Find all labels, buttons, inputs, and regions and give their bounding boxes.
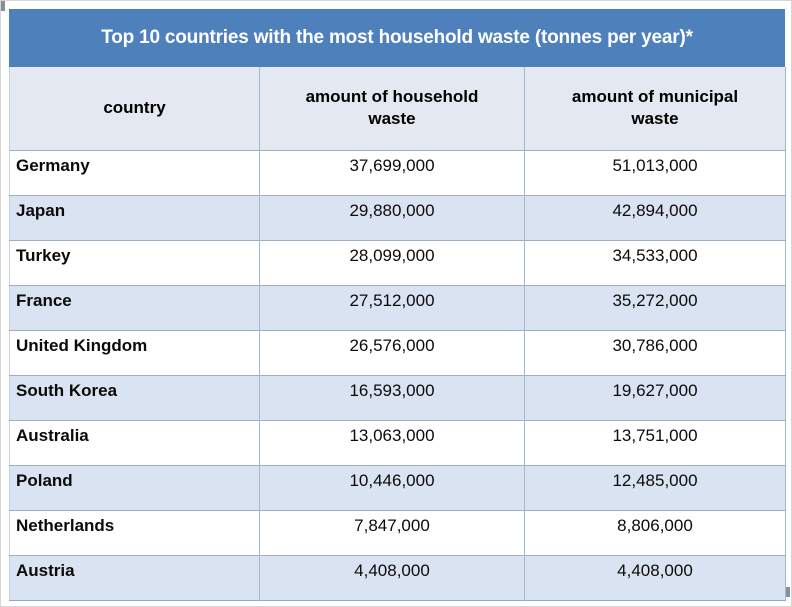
waste-data-table: country amount of household waste amount… (9, 67, 786, 601)
household-waste-cell: 16,593,000 (259, 375, 525, 420)
country-cell: Austria (9, 555, 260, 600)
header-row: country amount of household waste amount… (9, 67, 786, 150)
country-cell: France (9, 285, 260, 330)
bottom-right-edge-artifact (786, 587, 790, 597)
table-title-bar: Top 10 countries with the most household… (9, 9, 785, 67)
country-cell: South Korea (9, 375, 260, 420)
country-cell: Poland (9, 465, 260, 510)
country-cell: Australia (9, 420, 260, 465)
household-waste-cell: 26,576,000 (259, 330, 525, 375)
table-row: Poland 10,446,000 12,485,000 (9, 465, 786, 510)
table-row: Turkey 28,099,000 34,533,000 (9, 240, 786, 285)
table-row: Austria 4,408,000 4,408,000 (9, 555, 786, 600)
household-waste-cell: 28,099,000 (259, 240, 525, 285)
municipal-waste-cell: 4,408,000 (617, 560, 693, 580)
table-row: Germany 37,699,000 51,013,000 (9, 150, 786, 195)
municipal-waste-cell: 51,013,000 (612, 155, 698, 175)
country-cell: Germany (9, 150, 260, 195)
country-cell: United Kingdom (9, 330, 260, 375)
municipal-waste-cell: 42,894,000 (612, 200, 698, 220)
household-waste-cell: 13,063,000 (259, 420, 525, 465)
table-body: Germany 37,699,000 51,013,000 Japan 29,880,0… (9, 150, 786, 600)
municipal-waste-cell: 34,533,000 (612, 245, 698, 265)
household-waste-cell: 7,847,000 (259, 510, 525, 555)
table-row: France 27,512,000 35,272,000 (9, 285, 786, 330)
municipal-waste-cell: 19,627,000 (612, 380, 698, 400)
household-waste-cell: 27,512,000 (259, 285, 525, 330)
household-waste-cell: 37,699,000 (259, 150, 525, 195)
municipal-waste-cell: 13,751,000 (612, 425, 698, 445)
household-waste-cell: 10,446,000 (259, 465, 525, 510)
municipal-waste-cell: 35,272,000 (612, 290, 698, 310)
table-row: South Korea 16,593,000 19,627,000 (9, 375, 786, 420)
table-row: Netherlands 7,847,000 8,806,000 (9, 510, 786, 555)
table-title: Top 10 countries with the most household… (101, 27, 693, 48)
household-waste-cell: 29,880,000 (259, 195, 525, 240)
column-header-household-waste: amount of household waste (259, 67, 525, 150)
column-header-municipal-waste: amount of municipal waste (571, 87, 739, 129)
table-row: Australia 13,063,000 13,751,000 (9, 420, 786, 465)
country-cell: Netherlands (9, 510, 260, 555)
table-row: Japan 29,880,000 42,894,000 (9, 195, 786, 240)
household-waste-cell: 4,408,000 (259, 555, 525, 600)
top-left-edge-artifact (1, 1, 5, 11)
country-cell: Japan (9, 195, 260, 240)
municipal-waste-cell: 30,786,000 (612, 335, 698, 355)
table-row: United Kingdom 26,576,000 30,786,000 (9, 330, 786, 375)
waste-table: Top 10 countries with the most household… (9, 9, 786, 601)
municipal-waste-cell: 12,485,000 (612, 470, 698, 490)
table-header: country amount of household waste amount… (9, 67, 786, 150)
country-cell: Turkey (9, 240, 260, 285)
column-header-country: country (9, 67, 260, 150)
municipal-waste-cell: 8,806,000 (617, 515, 693, 535)
